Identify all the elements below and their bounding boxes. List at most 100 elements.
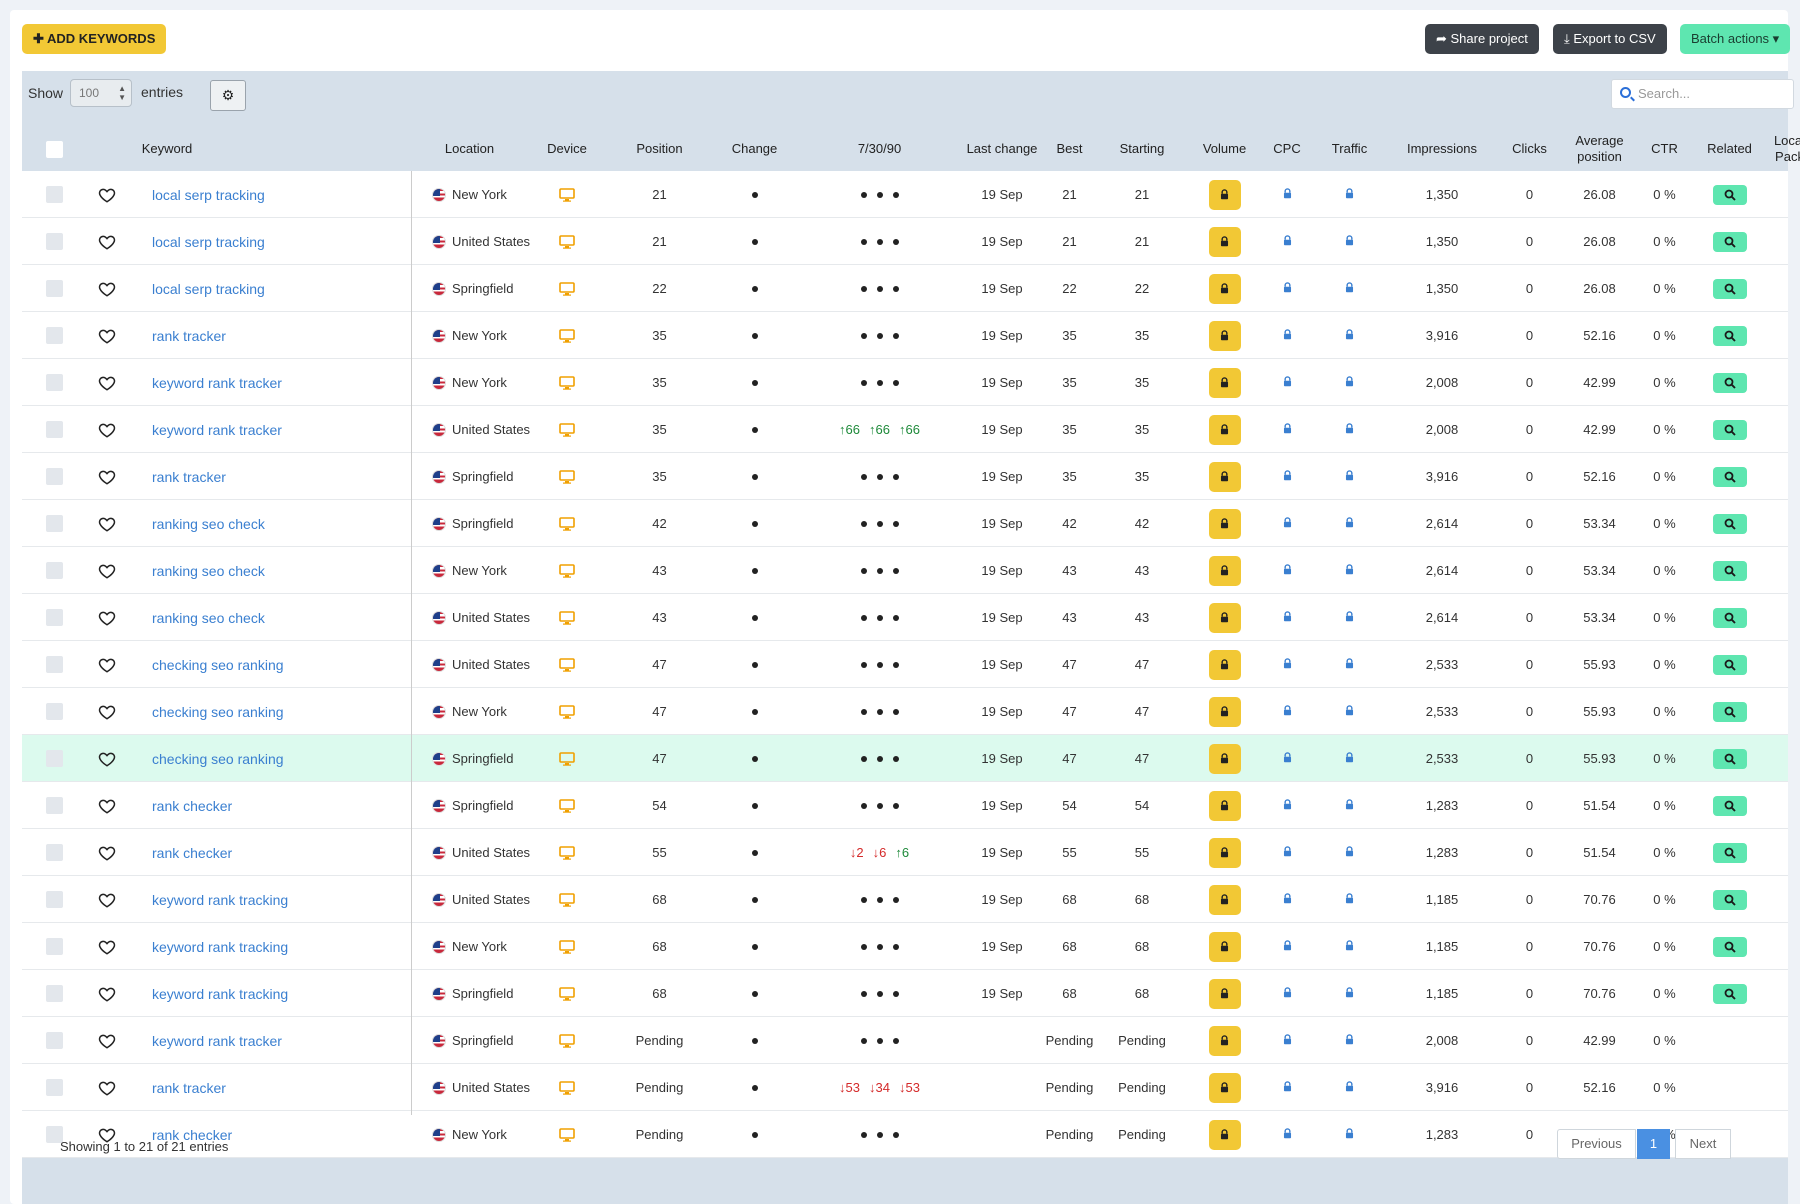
favorite-heart-icon[interactable] [82, 594, 132, 641]
traffic-lock-icon[interactable] [1344, 281, 1355, 296]
row-checkbox[interactable] [45, 609, 63, 626]
related-search-button[interactable] [1712, 184, 1747, 205]
favorite-heart-icon[interactable] [82, 876, 132, 923]
traffic-lock-icon[interactable] [1344, 516, 1355, 531]
row-checkbox[interactable] [45, 750, 63, 767]
export-csv-button[interactable]: ⤓ Export to CSV [1553, 24, 1667, 54]
volume-lock-button[interactable] [1208, 414, 1241, 445]
traffic-lock-icon[interactable] [1344, 939, 1355, 954]
table-row[interactable]: local serp tracking Springfield 22 19 Sep 22… [22, 265, 1788, 312]
traffic-lock-icon[interactable] [1344, 986, 1355, 1001]
favorite-heart-icon[interactable] [82, 1017, 132, 1064]
volume-lock-button[interactable] [1208, 367, 1241, 398]
related-search-button[interactable] [1712, 325, 1747, 346]
traffic-lock-icon[interactable] [1344, 798, 1355, 813]
related-search-button[interactable] [1712, 607, 1747, 628]
cpc-lock-icon[interactable] [1282, 986, 1293, 1001]
batch-actions-button[interactable]: Batch actions ▾ [1680, 24, 1791, 54]
related-search-button[interactable] [1712, 560, 1747, 581]
keyword-link[interactable]: local serp tracking [152, 233, 265, 250]
row-checkbox[interactable] [45, 985, 63, 1002]
favorite-heart-icon[interactable] [82, 970, 132, 1017]
favorite-heart-icon[interactable] [82, 1111, 132, 1158]
keyword-link[interactable]: checking seo ranking [152, 750, 284, 767]
row-checkbox[interactable] [45, 515, 63, 532]
favorite-heart-icon[interactable] [82, 359, 132, 406]
table-row[interactable]: rank tracker New York 35 19 Sep 35 35 3,916 0 52… [22, 312, 1788, 359]
favorite-heart-icon[interactable] [82, 312, 132, 359]
volume-lock-button[interactable] [1208, 555, 1241, 586]
row-checkbox[interactable] [45, 703, 63, 720]
related-search-button[interactable] [1712, 889, 1747, 910]
favorite-heart-icon[interactable] [82, 453, 132, 500]
header-ctr[interactable]: CTR [1651, 141, 1678, 156]
favorite-heart-icon[interactable] [82, 641, 132, 688]
table-row[interactable]: ranking seo check United States 43 19 Sep 43… [22, 594, 1788, 641]
volume-lock-button[interactable] [1208, 602, 1241, 633]
keyword-link[interactable]: rank tracker [152, 327, 226, 344]
favorite-heart-icon[interactable] [82, 1064, 132, 1111]
related-search-button[interactable] [1712, 936, 1747, 957]
next-page-button[interactable]: Next [1675, 1129, 1731, 1159]
cpc-lock-icon[interactable] [1282, 375, 1293, 390]
traffic-lock-icon[interactable] [1344, 610, 1355, 625]
table-row[interactable]: checking seo ranking United States 47 19 Se… [22, 641, 1788, 688]
entries-select[interactable]: 100 ▲ ▼ [70, 79, 132, 107]
favorite-heart-icon[interactable] [82, 829, 132, 876]
header-change[interactable]: Change [731, 141, 778, 156]
header-volume[interactable]: Volume [1202, 141, 1247, 156]
keyword-link[interactable]: rank checker [152, 1126, 233, 1143]
volume-lock-button[interactable] [1208, 320, 1241, 351]
traffic-lock-icon[interactable] [1344, 469, 1355, 484]
volume-lock-button[interactable] [1208, 931, 1241, 962]
traffic-lock-icon[interactable] [1344, 328, 1355, 343]
header-local-pack[interactable]: Local Pack [1773, 133, 1800, 164]
related-search-button[interactable] [1712, 701, 1747, 722]
row-checkbox[interactable] [45, 562, 63, 579]
volume-lock-button[interactable] [1208, 508, 1241, 539]
related-search-button[interactable] [1712, 654, 1747, 675]
traffic-lock-icon[interactable] [1344, 422, 1355, 437]
column-settings-button[interactable]: ⚙ [210, 80, 246, 111]
table-row[interactable]: keyword rank tracker Springfield Pending Pe… [22, 1017, 1788, 1064]
share-project-button[interactable]: ➦ Share project [1425, 24, 1539, 54]
header-clicks[interactable]: Clicks [1512, 141, 1547, 156]
favorite-heart-icon[interactable] [82, 735, 132, 782]
table-row[interactable]: keyword rank tracker United States 35 ↑66 ↑6… [22, 406, 1788, 453]
cpc-lock-icon[interactable] [1282, 892, 1293, 907]
table-row[interactable]: keyword rank tracking New York 68 19 Sep 68 6… [22, 923, 1788, 970]
traffic-lock-icon[interactable] [1344, 657, 1355, 672]
table-row[interactable]: checking seo ranking Springfield 47 19 Sep 4… [22, 735, 1788, 782]
header-location[interactable]: Location [444, 141, 495, 156]
add-keywords-button[interactable]: ✚ ADD KEYWORDS [22, 24, 167, 54]
previous-page-button[interactable]: Previous [1557, 1129, 1636, 1159]
row-checkbox[interactable] [45, 1126, 63, 1143]
volume-lock-button[interactable] [1208, 696, 1241, 727]
search-input[interactable]: Search... [1611, 79, 1794, 109]
cpc-lock-icon[interactable] [1282, 704, 1293, 719]
keyword-link[interactable]: ranking seo check [152, 609, 265, 626]
traffic-lock-icon[interactable] [1344, 1033, 1355, 1048]
related-search-button[interactable] [1712, 278, 1747, 299]
volume-lock-button[interactable] [1208, 884, 1241, 915]
header-position[interactable]: Position [636, 141, 683, 156]
cpc-lock-icon[interactable] [1282, 1080, 1293, 1095]
header-device[interactable]: Device [547, 141, 587, 156]
header-best[interactable]: Best [1056, 141, 1083, 156]
favorite-heart-icon[interactable] [82, 265, 132, 312]
cpc-lock-icon[interactable] [1282, 563, 1293, 578]
favorite-heart-icon[interactable] [82, 406, 132, 453]
favorite-heart-icon[interactable] [82, 218, 132, 265]
keyword-link[interactable]: keyword rank tracking [152, 891, 289, 908]
table-row[interactable]: keyword rank tracking United States 68 19 S… [22, 876, 1788, 923]
related-search-button[interactable] [1712, 419, 1747, 440]
related-search-button[interactable] [1712, 748, 1747, 769]
cpc-lock-icon[interactable] [1282, 281, 1293, 296]
volume-lock-button[interactable] [1208, 461, 1241, 492]
volume-lock-button[interactable] [1208, 790, 1241, 821]
volume-lock-button[interactable] [1208, 743, 1241, 774]
table-row[interactable]: keyword rank tracker New York 35 19 Sep 35 35… [22, 359, 1788, 406]
header-average-position[interactable]: Average position [1575, 133, 1624, 164]
favorite-heart-icon[interactable] [82, 782, 132, 829]
cpc-lock-icon[interactable] [1282, 939, 1293, 954]
